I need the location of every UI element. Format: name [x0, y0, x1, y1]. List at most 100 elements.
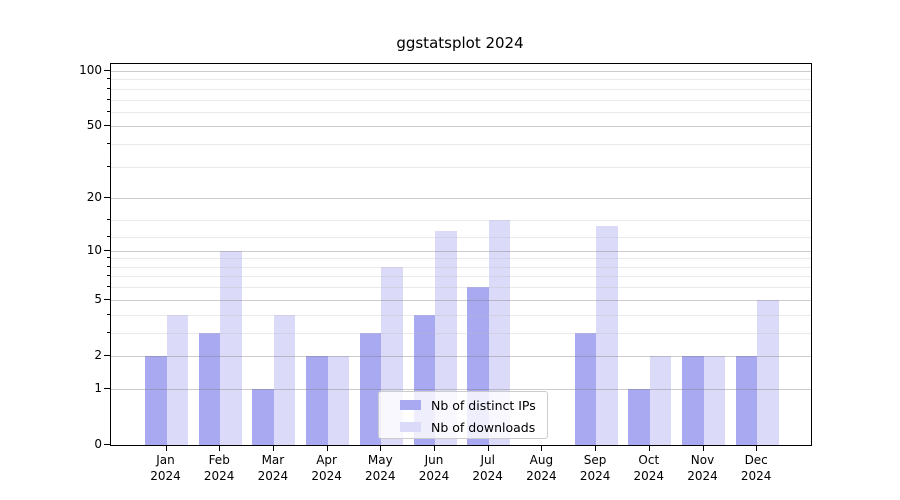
y-minor-tick-40 — [107, 143, 110, 145]
y-minor-tick-90 — [107, 78, 110, 80]
legend-swatch-downloads — [400, 422, 421, 432]
y-tick-0 — [104, 444, 110, 445]
x-tick-label-nov: Nov 2024 — [687, 453, 718, 483]
bar-downloads-oct — [649, 355, 672, 445]
gridline-minor-7 — [111, 276, 811, 278]
x-tick-label-apr: Apr 2024 — [311, 453, 342, 483]
gridline-minor-40 — [111, 144, 811, 146]
gridline-major-20 — [111, 198, 811, 200]
y-tick-2 — [104, 354, 110, 356]
y-minor-tick-7 — [107, 275, 110, 277]
bar-downloads-mar — [273, 314, 296, 445]
bar-ips-oct — [628, 388, 650, 445]
x-tick-feb — [219, 445, 221, 451]
y-minor-tick-15 — [107, 219, 110, 221]
bar-downloads-nov — [703, 355, 725, 445]
bar-downloads-jan — [166, 314, 188, 445]
x-tick-label-mar: Mar 2024 — [257, 453, 289, 483]
x-tick-may — [380, 445, 382, 451]
y-tick-label-2: 2 — [94, 347, 102, 362]
x-tick-label-dec: Dec 2024 — [740, 453, 772, 483]
bar-downloads-feb — [220, 250, 242, 445]
gridline-major-100 — [111, 71, 811, 72]
legend: Nb of distinct IPs Nb of downloads — [378, 391, 548, 439]
gridline-minor-90 — [111, 79, 811, 81]
gridline-minor-15 — [111, 220, 811, 222]
gridline-minor-3 — [111, 332, 811, 334]
legend-swatch-distinct-ips — [400, 400, 421, 410]
y-minor-tick-4 — [107, 313, 110, 315]
y-minor-tick-30 — [107, 165, 110, 167]
bar-ips-may — [359, 332, 382, 445]
x-tick-jun — [434, 445, 435, 451]
y-tick-label-5: 5 — [94, 291, 102, 306]
bar-downloads-dec — [757, 299, 779, 445]
gridline-major-50 — [111, 126, 811, 128]
y-tick-10 — [104, 249, 110, 251]
bar-ips-apr — [306, 355, 328, 445]
x-tick-apr — [326, 445, 328, 451]
x-tick-sep — [595, 445, 597, 451]
x-tick-dec — [756, 445, 758, 451]
x-tick-label-oct: Oct 2024 — [633, 453, 665, 483]
bar-ips-sep — [574, 332, 597, 445]
x-tick-label-sep: Sep 2024 — [579, 453, 611, 483]
gridline-major-5 — [111, 299, 811, 301]
y-minor-tick-8 — [107, 265, 110, 267]
gridline-minor-70 — [111, 99, 811, 101]
gridline-minor-4 — [111, 314, 811, 316]
x-tick-label-jan: Jan 2024 — [150, 453, 181, 483]
x-tick-label-jul: Jul 2024 — [472, 453, 503, 483]
y-minor-tick-80 — [107, 87, 110, 89]
x-tick-aug — [541, 445, 543, 451]
x-tick-mar — [272, 445, 274, 451]
y-minor-tick-12 — [107, 236, 110, 238]
y-minor-tick-6 — [107, 286, 110, 288]
y-tick-label-0: 0 — [94, 437, 102, 451]
gridline-major-10 — [111, 250, 811, 252]
legend-label-downloads: Nb of downloads — [431, 420, 536, 435]
y-tick-5 — [104, 298, 110, 300]
y-tick-50 — [104, 125, 110, 127]
gridline-minor-30 — [111, 166, 811, 168]
y-tick-label-50: 50 — [86, 118, 102, 133]
y-tick-label-20: 20 — [86, 190, 102, 205]
x-tick-label-feb: Feb 2024 — [203, 453, 235, 483]
x-tick-jan — [165, 445, 167, 451]
gridline-major-1 — [111, 388, 811, 390]
y-tick-label-100: 100 — [79, 63, 102, 77]
x-tick-oct — [648, 445, 650, 451]
bar-ips-jan — [145, 355, 167, 445]
gridline-minor-60 — [111, 111, 811, 113]
y-tick-1 — [104, 387, 110, 389]
x-tick-label-jun: Jun 2024 — [418, 453, 450, 483]
y-tick-label-1: 1 — [94, 380, 102, 395]
gridline-major-2 — [111, 355, 811, 357]
gridline-minor-6 — [111, 287, 811, 289]
y-minor-tick-3 — [107, 331, 110, 333]
y-tick-20 — [104, 197, 110, 199]
y-tick-label-10: 10 — [86, 242, 102, 257]
gridline-minor-8 — [111, 266, 811, 268]
legend-label-distinct-ips: Nb of distinct IPs — [431, 398, 536, 413]
x-tick-nov — [702, 445, 704, 451]
bar-downloads-jul — [488, 220, 511, 445]
bar-ips-mar — [252, 388, 274, 445]
gridline-minor-80 — [111, 88, 811, 90]
bar-ips-dec — [735, 355, 758, 445]
bar-ips-nov — [682, 355, 704, 445]
chart-title: ggstatsplot 2024 — [396, 34, 524, 52]
x-tick-label-aug: Aug 2024 — [526, 453, 557, 483]
x-tick-label-may: May 2024 — [365, 453, 396, 483]
x-tick-jul — [487, 445, 489, 451]
bar-ips-feb — [198, 332, 221, 445]
y-tick-100 — [104, 70, 110, 71]
plot-area — [110, 63, 812, 446]
gridline-minor-9 — [111, 258, 811, 260]
y-minor-tick-60 — [107, 110, 110, 112]
y-minor-tick-70 — [107, 98, 110, 100]
bar-downloads-apr — [327, 355, 350, 445]
bar-downloads-sep — [596, 225, 618, 445]
gridline-minor-12 — [111, 237, 811, 239]
